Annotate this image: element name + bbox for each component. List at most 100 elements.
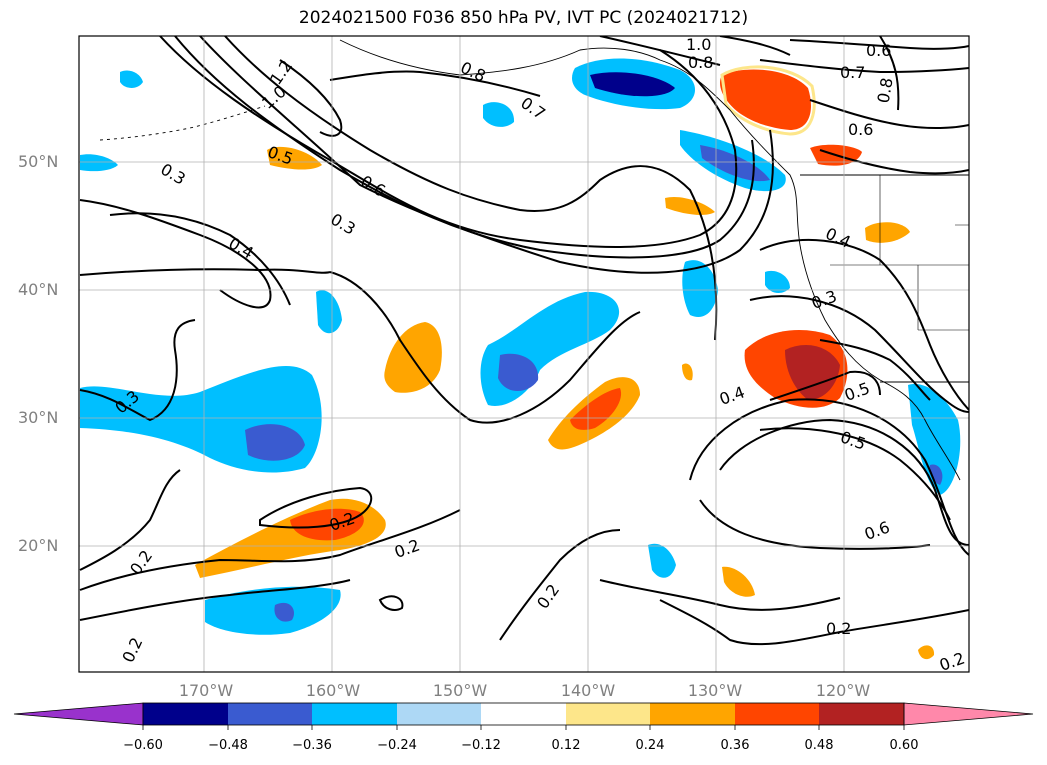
contour-line [378,595,404,611]
contour-label: 0.6 [866,41,891,60]
contour-line [109,212,291,306]
anomaly-negative-small-south [648,543,676,578]
anomaly-positive-california-core [785,345,840,400]
contour-label: 0.2 [826,619,851,638]
colorbar-extend-high [903,702,1034,726]
colorbar [13,702,1034,730]
anomaly-negative-dateline [316,290,342,334]
lat-lon-grid [79,36,969,672]
contour-line [259,486,373,529]
colorbar-frame [142,702,905,726]
contour-label: 0.2 [937,648,967,675]
anomaly-negative-bc-coast-core [700,145,770,182]
anomaly-negative-midpacific-core [498,353,539,392]
colorbar-tick-label: 0.60 [889,738,919,753]
contour-line [174,36,755,259]
anomaly-negative-small-nw [120,70,143,88]
anomaly-positive-northern-small [267,146,322,170]
lon-label-140w: 140°W [560,681,616,700]
anomaly-positive-small-mexico [918,645,935,660]
lat-label-50n: 50°N [18,152,59,171]
contour-line [224,36,718,341]
colorbar-bin [735,703,819,725]
colorbar-tick-label: 0.12 [551,738,581,753]
anomaly-negative-baja-core [929,464,943,485]
colorbar-ticks [142,725,905,730]
contour-line [79,509,461,591]
contour-line [79,199,272,309]
colorbar-bin [397,703,481,725]
contour-line [79,579,351,621]
anomaly-positive-small-south [682,363,693,381]
pv-contours [79,36,969,646]
contour-line [659,599,969,646]
anomaly-negative-small-west [80,154,118,172]
coastlines [99,39,969,481]
colorbar-bin [228,703,312,725]
contour-line [79,319,196,422]
anomaly-negative-subtropics [205,586,341,635]
colorbar-tick-label: −0.48 [208,738,248,753]
colorbar-bin [650,703,735,725]
lat-label-40n: 40°N [18,280,59,299]
border-state-lines [830,175,969,331]
anomaly-positive-small-ne [665,196,715,215]
contour-line [79,469,181,571]
lon-label-130w: 130°W [687,681,743,700]
contour-line [809,99,969,130]
anomaly-positive-subtropics-core [290,508,364,541]
lon-label-150w: 150°W [432,681,488,700]
colorbar-bin [143,703,228,725]
anomaly-negative-northeast-pacific [682,260,718,318]
coastline-alaska [339,39,961,481]
contour-line [719,418,969,546]
contour-line [749,295,969,413]
lon-label-120w: 120°W [815,681,871,700]
colorbar-tick-label: −0.24 [377,738,417,753]
colorbar-extend-low [13,702,144,726]
anomaly-positive-midpacific-core [570,388,622,430]
map-plot-area: 1.0 0.6 0.8 0.7 0.8 1.2 1.0 0.8 0.7 0.6 … [79,35,969,675]
contour-line [279,59,343,137]
anomaly-negative-small-socal [765,270,790,294]
colorbar-bin [819,703,904,725]
contour-label: 0.6 [848,120,873,139]
shaded-anomalies [80,58,961,660]
colorbar-tick-label: 0.48 [804,738,834,753]
colorbar-tick-label: −0.36 [292,738,332,753]
contour-line [759,239,969,411]
lat-label-30n: 30°N [18,408,59,427]
contour-line [329,271,641,424]
lat-label-20n: 20°N [18,536,59,555]
colorbar-tick-label: −0.12 [461,738,501,753]
colorbar-tick-label: 0.36 [720,738,750,753]
contour-line [199,36,774,274]
anomaly-negative-gulf-alaska-core [590,72,675,97]
contour-line [79,268,331,276]
contour-label: 0.7 [840,63,865,82]
lon-label-170w: 170°W [178,681,234,700]
colorbar-tick-label: −0.60 [123,738,163,753]
anomaly-negative-small-north [483,102,515,127]
contour-label: 0.8 [688,53,713,72]
colorbar-tick-label: 0.24 [635,738,665,753]
lon-label-160w: 160°W [305,681,361,700]
anomaly-negative-core [245,424,305,461]
anomaly-positive-small-se [722,566,755,597]
contour-line [819,339,931,401]
contour-line [769,370,881,401]
contour-line [879,36,900,111]
contour-line [599,36,721,66]
anomaly-positive-bc-rim [720,65,816,136]
contour-line [329,70,541,97]
contour-line [789,39,969,50]
contour-label: 1.0 [686,35,711,54]
anomaly-positive-west [384,322,442,393]
anomaly-negative-subtropics-core [274,602,295,622]
contour-line [719,36,791,56]
contour-line [759,59,969,74]
contour-label: 0.8 [874,76,897,104]
colorbar-bin [312,703,397,725]
anomaly-positive-bc [720,69,811,130]
